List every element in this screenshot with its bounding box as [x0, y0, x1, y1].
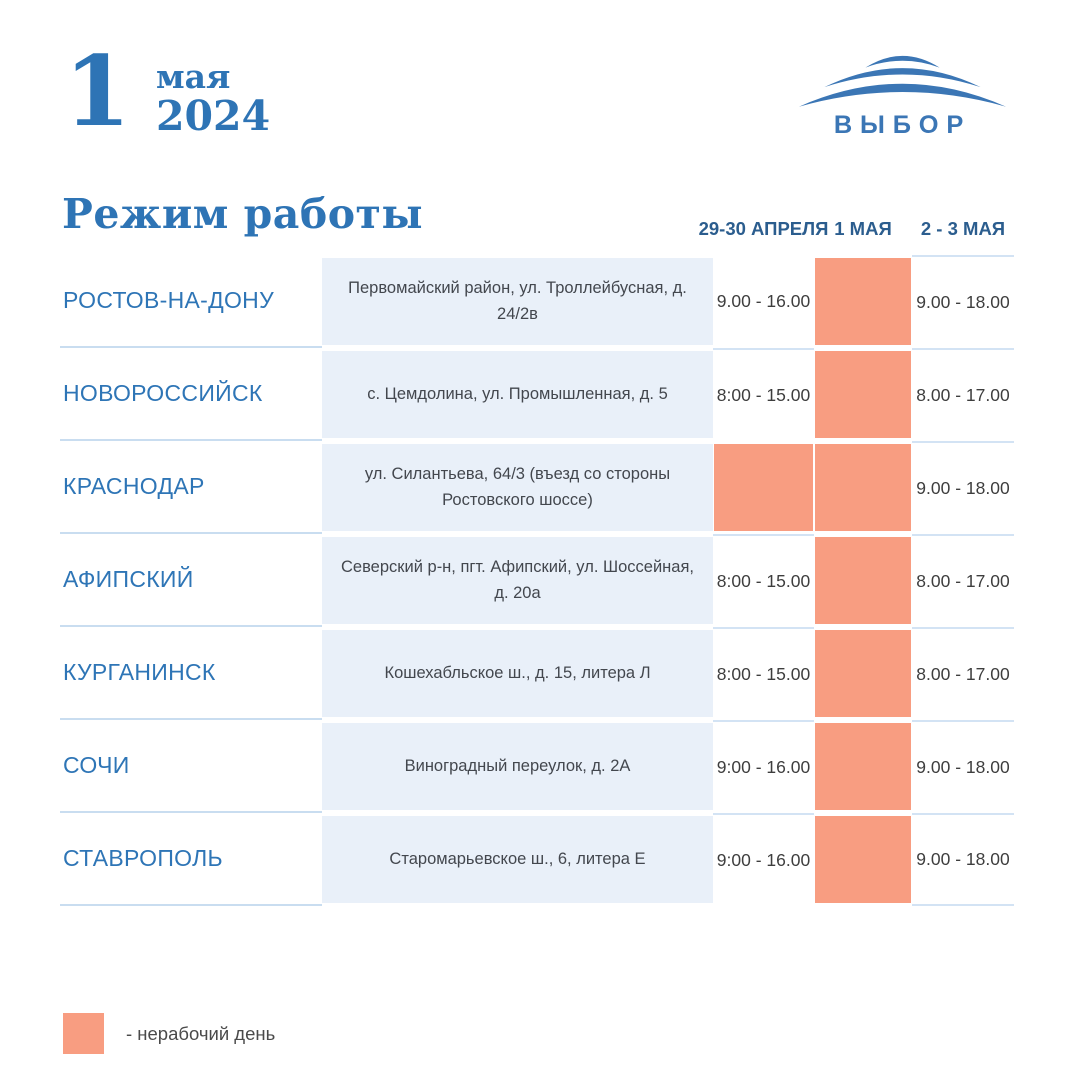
page-title: Режим работы [62, 190, 424, 238]
time-cell-apr29-30: 8:00 - 15.00 [713, 534, 814, 627]
time-cell-may2-3: 9.00 - 18.00 [912, 720, 1014, 813]
address-cell: Северский р-н, пгт. Афипский, ул. Шоссей… [322, 534, 713, 627]
vybor-logo: ВЫБОР [795, 46, 1010, 141]
city-label: НОВОРОССИЙСК [60, 348, 322, 441]
time-cell-apr29-30: 9.00 - 16.00 [716, 291, 811, 311]
time-cell-may1-closed [814, 720, 912, 813]
city-label: КРАСНОДАР [60, 441, 322, 534]
table-row: АФИПСКИЙ Северский р-н, пгт. Афипский, у… [60, 534, 1014, 627]
city-label: СОЧИ [60, 720, 322, 813]
legend: - нерабочий день [63, 1013, 275, 1054]
time-cell-may2-3: 9.00 - 18.00 [912, 255, 1014, 348]
time-cell-apr29-30: 9:00 - 16.00 [713, 720, 814, 813]
date-year: 2024 [156, 92, 271, 140]
address-text: Виноградный переулок, д. 2А [404, 756, 631, 775]
table-row: РОСТОВ-НА-ДОНУ Первомайский район, ул. Т… [60, 255, 1014, 348]
address-cell: Кошехабльское ш., д. 15, литера Л [322, 627, 713, 720]
address-cell: Старомарьевское ш., 6, литера Е [322, 813, 713, 906]
date-month-year: мая 2024 [156, 60, 270, 137]
time-cell-may1-closed [814, 441, 912, 534]
time-cell-apr29-30: 9:00 - 16.00 [713, 813, 814, 906]
table-row: КУРГАНИНСК Кошехабльское ш., д. 15, лите… [60, 627, 1014, 720]
address-text: Первомайский район, ул. Троллейбусная, д… [348, 278, 687, 323]
time-cell-may1-closed [814, 348, 912, 441]
date-month: мая [156, 57, 231, 96]
address-text: Старомарьевское ш., 6, литера Е [389, 849, 646, 868]
address-text: с. Цемдолина, ул. Промышленная, д. 5 [367, 384, 668, 403]
city-label: АФИПСКИЙ [60, 534, 322, 627]
city-label: СТАВРОПОЛЬ [60, 813, 322, 906]
time-cell-may1-closed [814, 627, 912, 720]
city-label: РОСТОВ-НА-ДОНУ [60, 255, 322, 348]
logo-arcs-icon: ВЫБОР [798, 55, 1007, 139]
table-row: СТАВРОПОЛЬ Старомарьевское ш., 6, литера… [60, 813, 1014, 906]
column-header-may2-3: 2 - 3 МАЯ [920, 218, 1006, 239]
logo-text: ВЫБОР [834, 111, 971, 139]
column-headers: 29-30 АПРЕЛЯ 1 МАЯ 2 - 3 МАЯ [699, 208, 1014, 240]
time-cell-may2-3: 8.00 - 17.00 [912, 627, 1014, 720]
address-text: Северский р-н, пгт. Афипский, ул. Шоссей… [341, 557, 694, 602]
date-day: 1 [64, 35, 131, 148]
schedule-table: РОСТОВ-НА-ДОНУ Первомайский район, ул. Т… [60, 255, 1014, 906]
address-cell: ул. Силантьева, 64/3 (въезд со стороны Р… [322, 441, 713, 534]
time-cell-may2-3: 8.00 - 17.00 [912, 534, 1014, 627]
time-cell-may2-3: 9.00 - 18.00 [912, 813, 1014, 906]
time-cell-may1-closed [814, 534, 912, 627]
column-header-may1: 1 МАЯ [834, 218, 892, 239]
city-label: КУРГАНИНСК [60, 627, 322, 720]
time-cell-may2-3: 8.00 - 17.00 [912, 348, 1014, 441]
address-cell: с. Цемдолина, ул. Промышленная, д. 5 [322, 348, 713, 441]
legend-label: - нерабочий день [126, 1022, 276, 1044]
time-cell-may1-closed [814, 255, 912, 348]
time-cell-apr29-30: 8:00 - 15.00 [713, 627, 814, 720]
time-cell-may1-closed [814, 813, 912, 906]
time-cell-apr29-30: 8:00 - 15.00 [713, 348, 814, 441]
address-text: ул. Силантьева, 64/3 (въезд со стороны Р… [364, 464, 671, 509]
time-cell-apr29-30-closed [713, 441, 814, 534]
address-cell: Виноградный переулок, д. 2А [322, 720, 713, 813]
non-working-day-swatch [63, 1013, 104, 1054]
table-row: НОВОРОССИЙСК с. Цемдолина, ул. Промышлен… [60, 348, 1014, 441]
address-cell: Первомайский район, ул. Троллейбусная, д… [322, 255, 713, 348]
time-cell-may2-3: 9.00 - 18.00 [912, 441, 1014, 534]
table-row: КРАСНОДАР ул. Силантьева, 64/3 (въезд со… [60, 441, 1014, 534]
address-text: Кошехабльское ш., д. 15, литера Л [384, 663, 651, 682]
column-header-apr29-30: 29-30 АПРЕЛЯ [698, 218, 829, 239]
table-row: СОЧИ Виноградный переулок, д. 2А 9:00 - … [60, 720, 1014, 813]
